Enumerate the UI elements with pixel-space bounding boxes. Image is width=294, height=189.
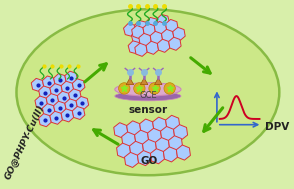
Polygon shape (65, 71, 78, 84)
Polygon shape (143, 139, 157, 154)
Polygon shape (173, 125, 188, 140)
Polygon shape (122, 132, 136, 147)
Polygon shape (143, 28, 155, 40)
Polygon shape (146, 17, 158, 30)
Circle shape (149, 83, 160, 94)
Polygon shape (72, 79, 85, 92)
Polygon shape (169, 37, 181, 50)
Polygon shape (132, 26, 144, 39)
Polygon shape (166, 19, 178, 33)
Polygon shape (161, 126, 175, 142)
Polygon shape (123, 23, 136, 36)
Polygon shape (61, 109, 74, 122)
Polygon shape (168, 136, 183, 151)
Polygon shape (131, 31, 144, 43)
Polygon shape (156, 138, 170, 153)
Polygon shape (54, 101, 66, 114)
Polygon shape (69, 89, 81, 102)
Polygon shape (39, 86, 51, 99)
Circle shape (164, 83, 175, 94)
Polygon shape (151, 149, 164, 164)
Polygon shape (135, 43, 147, 56)
Polygon shape (154, 21, 167, 35)
Text: GO: GO (140, 156, 158, 166)
Polygon shape (150, 31, 163, 44)
Polygon shape (130, 141, 143, 156)
Polygon shape (166, 115, 180, 130)
Polygon shape (139, 38, 152, 51)
Polygon shape (50, 84, 63, 97)
Ellipse shape (115, 91, 181, 101)
Ellipse shape (16, 9, 279, 175)
Polygon shape (153, 117, 167, 132)
Polygon shape (126, 78, 134, 85)
Polygon shape (143, 23, 156, 37)
Polygon shape (163, 147, 178, 162)
Polygon shape (161, 29, 174, 43)
Polygon shape (54, 74, 66, 87)
Polygon shape (161, 32, 174, 45)
Circle shape (134, 83, 145, 94)
Polygon shape (117, 143, 131, 158)
Polygon shape (135, 130, 149, 145)
Polygon shape (124, 152, 138, 167)
Polygon shape (157, 39, 170, 52)
Polygon shape (72, 106, 85, 119)
Polygon shape (57, 91, 70, 104)
Polygon shape (165, 22, 177, 35)
Polygon shape (31, 78, 44, 91)
Polygon shape (128, 41, 141, 54)
Polygon shape (146, 41, 158, 54)
Polygon shape (150, 35, 163, 48)
Polygon shape (42, 76, 55, 89)
Polygon shape (153, 25, 166, 38)
Polygon shape (114, 123, 128, 138)
Polygon shape (155, 78, 162, 85)
Polygon shape (140, 119, 154, 134)
Polygon shape (135, 20, 147, 33)
Text: DPV: DPV (265, 122, 289, 132)
Polygon shape (50, 111, 63, 124)
Polygon shape (127, 121, 141, 136)
Ellipse shape (115, 83, 181, 96)
Polygon shape (173, 27, 185, 40)
Polygon shape (39, 114, 51, 127)
Circle shape (118, 83, 130, 94)
Polygon shape (65, 99, 77, 112)
Polygon shape (61, 81, 74, 94)
Polygon shape (176, 145, 191, 160)
Polygon shape (35, 96, 48, 109)
Polygon shape (140, 78, 148, 85)
Polygon shape (42, 104, 55, 117)
Text: GCE: GCE (139, 91, 157, 100)
Polygon shape (46, 94, 59, 107)
Polygon shape (139, 33, 151, 46)
Text: GO@PHPY-Cu(II): GO@PHPY-Cu(II) (4, 103, 46, 181)
Polygon shape (157, 14, 170, 27)
Text: sensor: sensor (128, 105, 168, 115)
Polygon shape (76, 96, 89, 109)
Polygon shape (138, 150, 151, 166)
Polygon shape (148, 128, 162, 143)
